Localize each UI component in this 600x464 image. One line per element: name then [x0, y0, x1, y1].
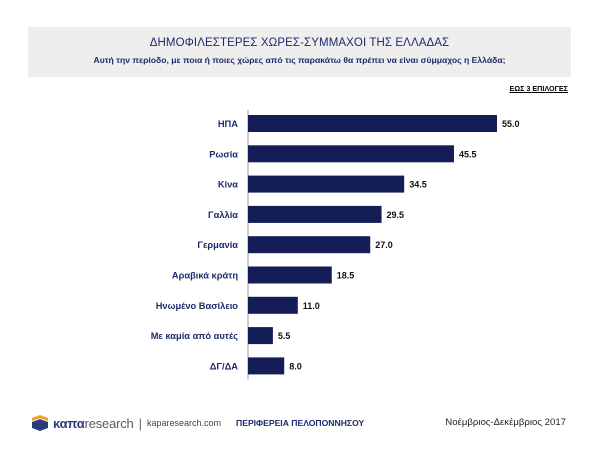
value-label: 45.5: [459, 149, 477, 159]
bar: [248, 175, 405, 193]
value-label: 5.5: [278, 331, 291, 341]
bar: [248, 205, 382, 223]
category-label: Ηνωμένο Βασίλειο: [156, 301, 239, 311]
brand-logo: καπαresearch | kaparesearch.com: [30, 414, 221, 432]
chart-header: ΔΗΜΟΦΙΛΕΣΤΕΡΕΣ ΧΩΡΕΣ-ΣΥΜΜΑΧΟΙ ΤΗΣ ΕΛΛΑΔΑ…: [28, 27, 571, 77]
footer-date: Νοέμβριος-Δεκέμβριος 2017: [445, 417, 566, 428]
category-label: Με καμία από αυτές: [151, 331, 238, 341]
value-label: 34.5: [409, 180, 427, 190]
value-label: 18.5: [337, 271, 355, 281]
bar: [248, 357, 285, 375]
bar: [248, 115, 497, 132]
brand-name-light: research: [84, 415, 134, 431]
category-label: ΔΓ/ΔΑ: [210, 361, 239, 371]
bar: [248, 327, 273, 345]
category-label: Κίνα: [218, 180, 238, 190]
value-label: 27.0: [375, 240, 393, 250]
category-label: Ρωσία: [209, 149, 238, 159]
bar: [248, 296, 298, 314]
category-label: ΗΠΑ: [218, 119, 238, 129]
chart-subtitle: Αυτή την περίοδο, με ποια ή ποιες χώρες …: [93, 55, 506, 65]
value-label: 8.0: [289, 361, 302, 371]
selection-note: ΕΩΣ 3 ΕΠΙΛΟΓΕΣ: [509, 84, 568, 93]
logo-mark-icon: [32, 415, 48, 431]
bar: [248, 145, 454, 163]
value-label: 29.5: [387, 210, 405, 220]
bar: [248, 266, 332, 284]
value-label: 55.0: [502, 119, 520, 129]
brand-name-bold: καπα: [53, 415, 85, 431]
brand-name: καπαresearch: [53, 416, 134, 431]
brand-separator: |: [138, 415, 142, 431]
footer-region: ΠΕΡΙΦΕΡΕΙΑ ΠΕΛΟΠΟΝΝΗΣΟΥ: [236, 418, 365, 428]
category-label: Γερμανία: [197, 240, 238, 250]
category-label: Αραβικά κράτη: [172, 271, 238, 281]
bar: [248, 236, 371, 254]
category-label: Γαλλία: [208, 210, 238, 220]
chart-title: ΔΗΜΟΦΙΛΕΣΤΕΡΕΣ ΧΩΡΕΣ-ΣΥΜΜΑΧΟΙ ΤΗΣ ΕΛΛΑΔΑ…: [149, 37, 450, 49]
value-label: 11.0: [303, 301, 320, 311]
brand-url[interactable]: kaparesearch.com: [146, 418, 222, 428]
